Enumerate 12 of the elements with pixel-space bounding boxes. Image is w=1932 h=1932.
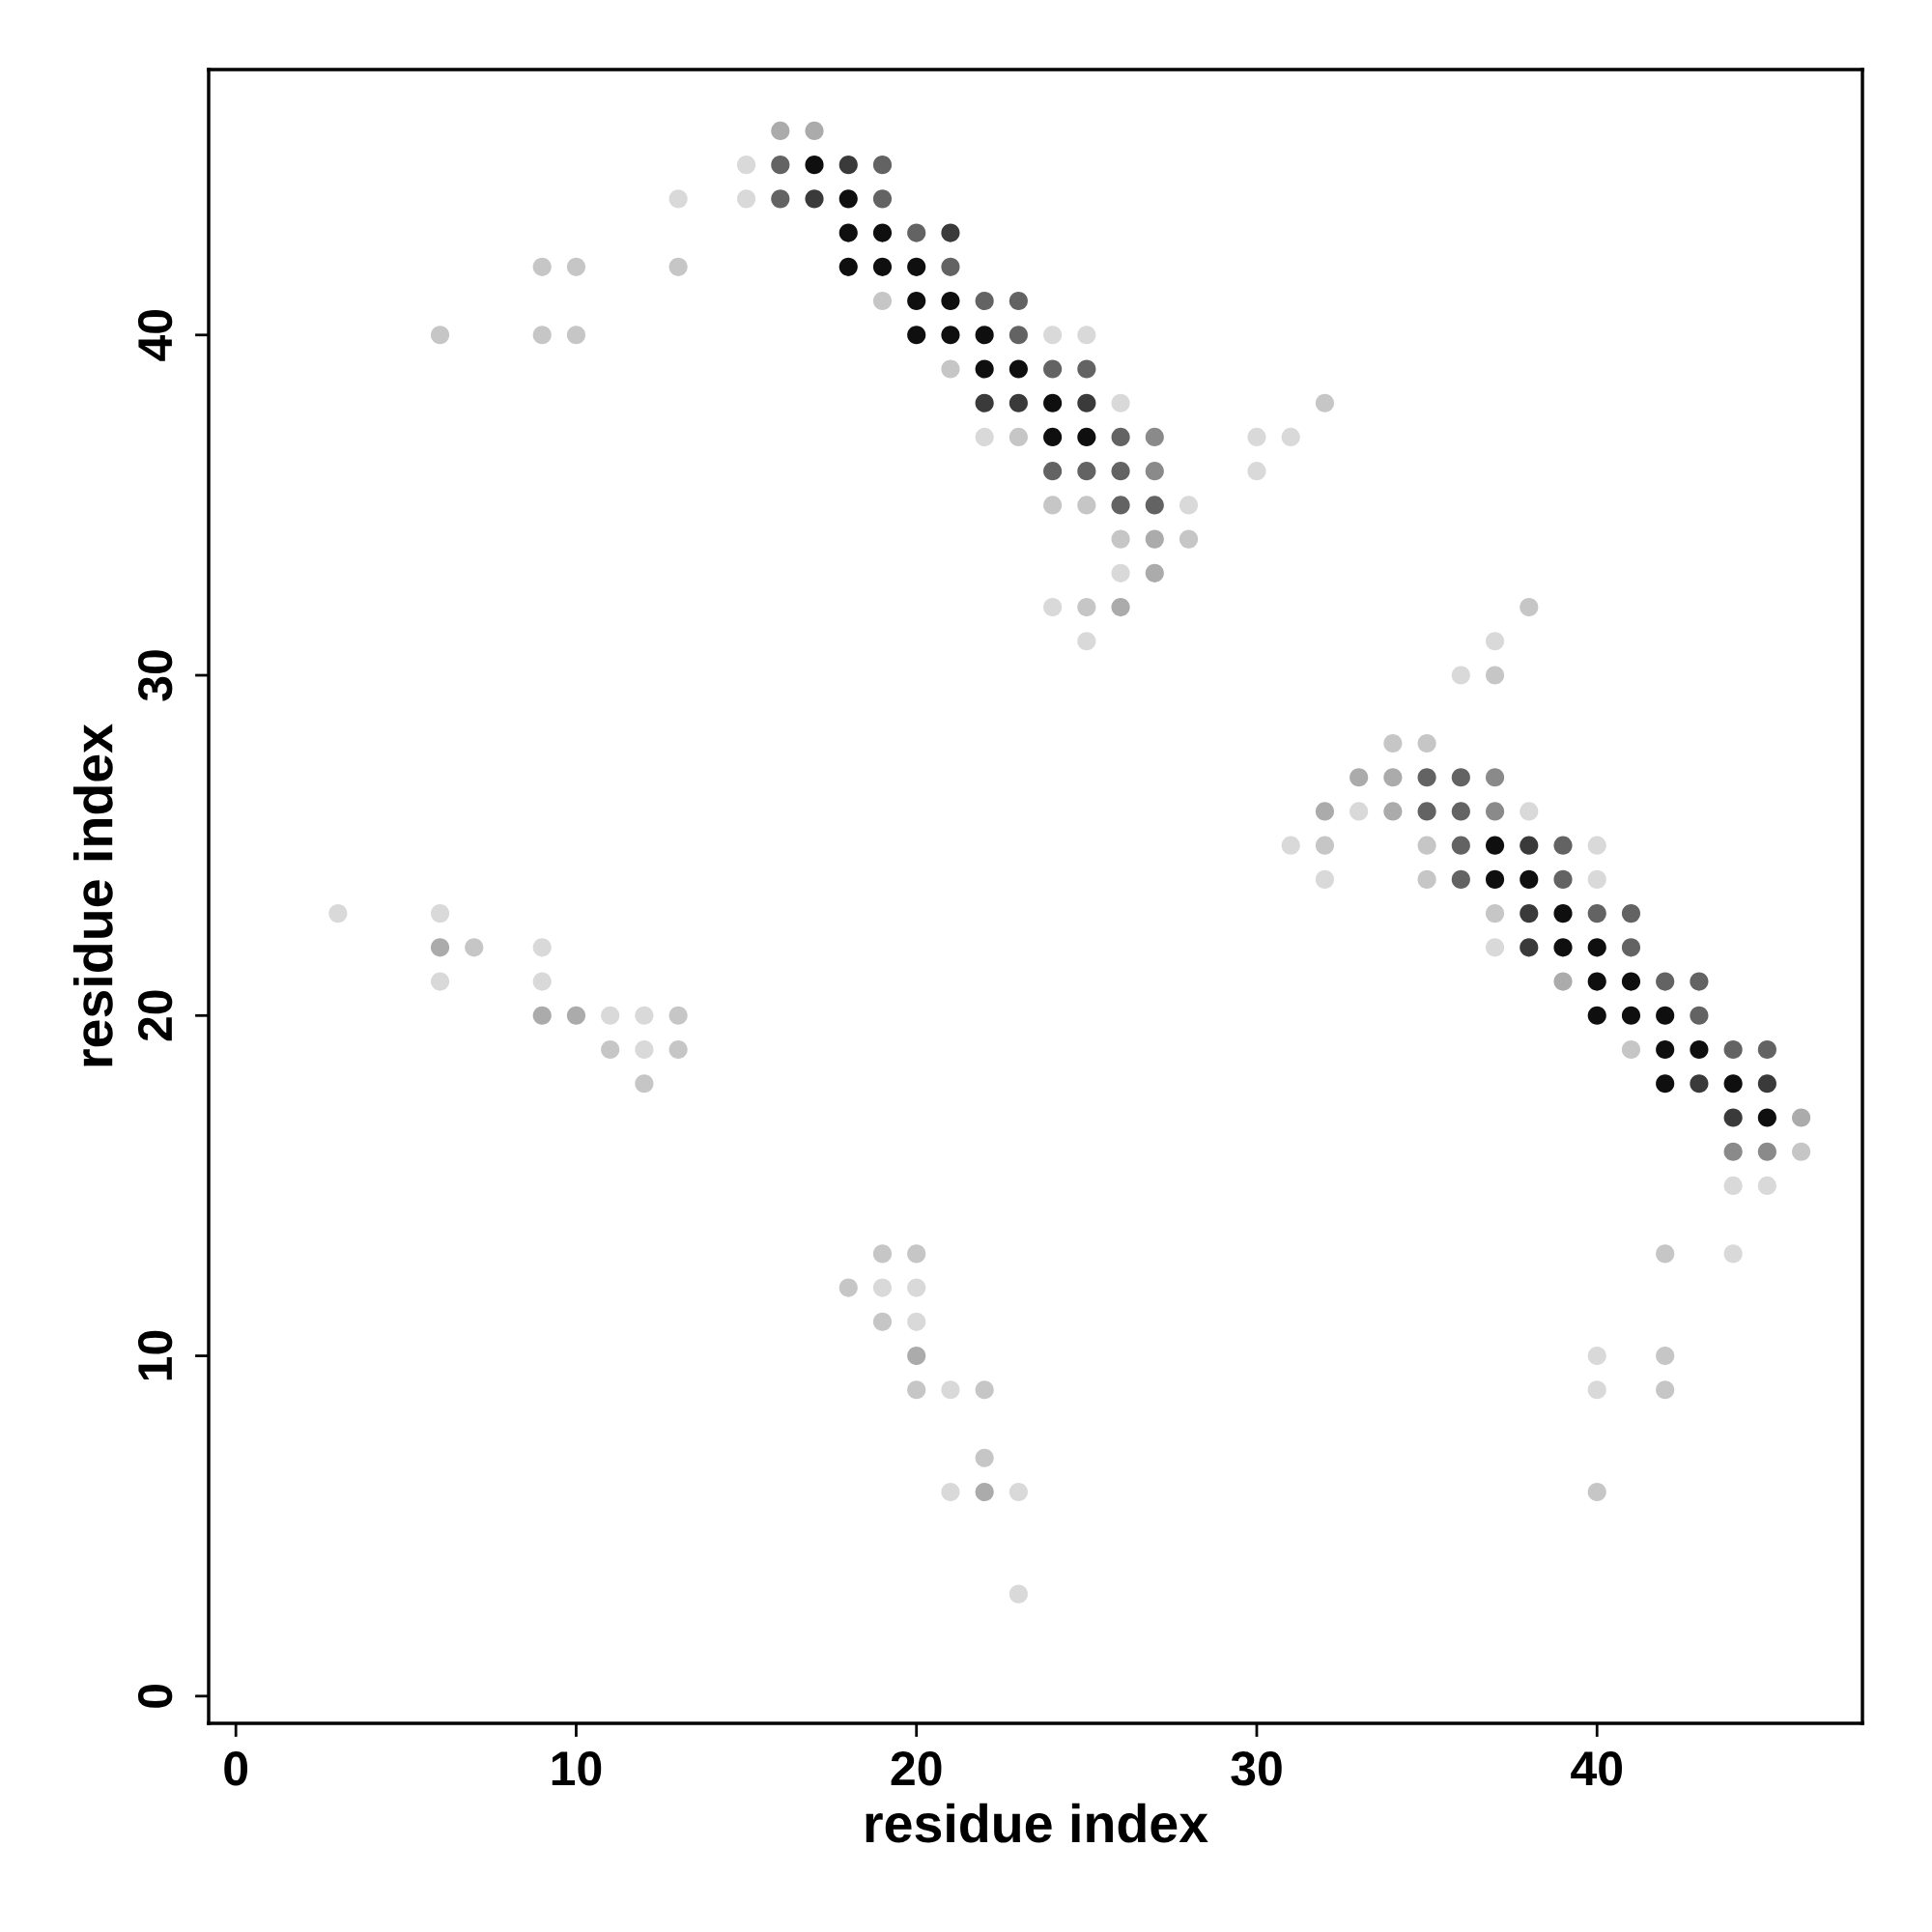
x-tick-label: 40 <box>1571 1751 1622 1786</box>
x-tick-label: 20 <box>891 1751 942 1786</box>
y-tick-label: 20 <box>137 990 173 1041</box>
x-tick-label: 10 <box>552 1751 602 1786</box>
y-tick-label: 40 <box>137 310 173 361</box>
y-tick-label: 30 <box>137 650 173 701</box>
y-tick-label: 10 <box>137 1330 173 1380</box>
x-tick-label: 30 <box>1231 1751 1282 1786</box>
y-axis-title: residue index <box>72 724 113 1066</box>
y-tick-label: 0 <box>137 1684 173 1708</box>
x-axis-title: residue index <box>866 1803 1208 1843</box>
x-tick-label: 0 <box>224 1751 248 1786</box>
